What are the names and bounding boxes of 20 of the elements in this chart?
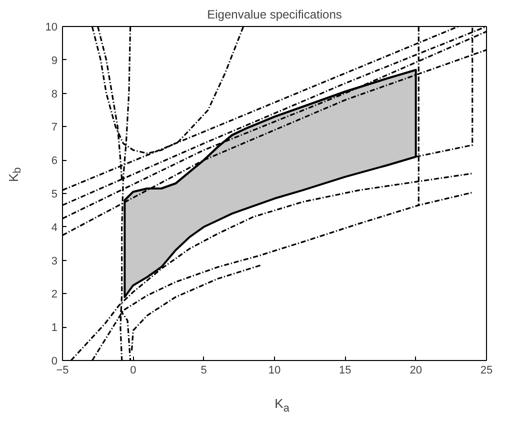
x-tick-label: 20 — [410, 364, 422, 376]
y-tick-label: 0 — [51, 356, 58, 368]
y-tick-label: 3 — [51, 255, 58, 268]
y-tick-label: 7 — [51, 122, 58, 134]
y-tick-label: 2 — [51, 288, 58, 301]
x-axis-title: K$_{a}$ — [274, 395, 290, 417]
x-tick-label: 0 — [130, 364, 136, 376]
x-tick-label: 5 — [200, 364, 207, 376]
y-tick-label: 8 — [51, 88, 58, 100]
x-tick-label: −5 — [56, 364, 69, 376]
y-tick-label: 5 — [51, 188, 58, 200]
y-tick-label: 6 — [51, 155, 58, 168]
y-tick-label: 4 — [51, 222, 58, 234]
y-tick-label: 9 — [51, 54, 58, 67]
y-tick-label: 1 — [51, 322, 58, 334]
x-tick-label: 15 — [339, 364, 352, 376]
y-tick-label: 10 — [45, 22, 58, 34]
x-tick-label: 10 — [268, 364, 281, 376]
chart-title: Eigenvalue specifications — [207, 8, 342, 22]
x-tick-label: 25 — [480, 364, 493, 376]
